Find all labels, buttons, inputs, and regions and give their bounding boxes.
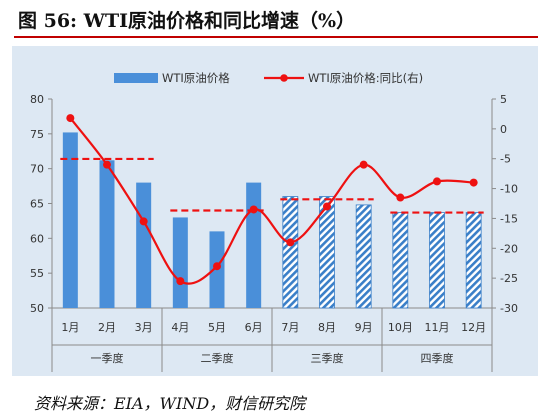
left-axis-tick-label: 80 — [30, 93, 44, 106]
month-label: 2月 — [98, 321, 116, 334]
left-axis-tick-label: 50 — [30, 302, 44, 315]
left-axis-tick-label: 75 — [30, 128, 44, 141]
yoy-point — [323, 202, 331, 211]
right-axis-tick-label: 5 — [500, 93, 507, 106]
left-axis-tick-label: 65 — [30, 198, 44, 211]
legend: WTI原油价格 WTI原油价格:同比(右) — [114, 71, 423, 85]
price-bar — [319, 196, 335, 309]
quarter-label: 一季度 — [91, 351, 124, 365]
right-axis-tick-label: -20 — [500, 242, 518, 255]
month-label: 12月 — [461, 321, 486, 334]
right-axis-tick-label: -15 — [500, 212, 518, 225]
legend-line-label: WTI原油价格:同比(右) — [308, 71, 423, 85]
month-label: 4月 — [171, 321, 189, 334]
yoy-point — [176, 277, 185, 286]
yoy-point — [359, 160, 368, 169]
price-bar — [172, 217, 188, 308]
right-axis-tick-label: 0 — [500, 123, 507, 136]
quarter-label: 二季度 — [201, 351, 234, 365]
price-bar — [392, 212, 409, 309]
left-axis-tick-label: 55 — [30, 267, 44, 280]
left-axis-tick-label: 60 — [30, 232, 44, 245]
yoy-point — [249, 205, 258, 214]
month-label: 7月 — [281, 321, 299, 334]
month-label: 3月 — [135, 321, 153, 334]
chart-panel — [12, 46, 538, 376]
legend-line-marker — [280, 74, 288, 82]
price-bar — [136, 182, 152, 308]
right-axis-tick-label: -25 — [500, 272, 518, 285]
month-label: 8月 — [318, 321, 336, 334]
yoy-point — [103, 160, 111, 169]
price-bar — [282, 196, 299, 309]
right-axis-tick-label: -5 — [500, 153, 511, 166]
yoy-point — [213, 262, 221, 271]
yoy-point — [433, 177, 441, 186]
price-bar — [246, 182, 262, 308]
yoy-point — [396, 193, 405, 202]
month-label: 5月 — [208, 321, 226, 334]
price-bar — [99, 160, 115, 308]
yoy-point — [139, 217, 148, 226]
chart-title: 图 56: WTI原油价格和同比增速（%） — [18, 10, 356, 32]
title-divider — [14, 36, 538, 38]
yoy-point — [469, 178, 478, 187]
quarter-label: 三季度 — [311, 351, 344, 365]
quarter-label: 四季度 — [421, 351, 454, 365]
price-bar — [62, 132, 78, 308]
month-label: 11月 — [425, 321, 450, 334]
month-label: 9月 — [355, 321, 373, 334]
yoy-point — [66, 114, 75, 123]
month-label: 6月 — [245, 321, 263, 334]
price-bar — [465, 212, 482, 309]
legend-bar-label: WTI原油价格 — [162, 71, 230, 85]
price-bar — [429, 212, 445, 309]
yoy-point — [286, 238, 295, 247]
left-axis-tick-label: 70 — [30, 163, 44, 176]
month-label: 1月 — [61, 321, 79, 334]
month-label: 10月 — [388, 321, 413, 334]
legend-bar-swatch — [114, 73, 158, 83]
source-note: 资料来源：EIA，WIND，财信研究院 — [34, 394, 306, 413]
right-axis-tick-label: -30 — [500, 302, 518, 315]
price-bar — [355, 204, 372, 309]
right-axis-tick-label: -10 — [500, 183, 518, 196]
